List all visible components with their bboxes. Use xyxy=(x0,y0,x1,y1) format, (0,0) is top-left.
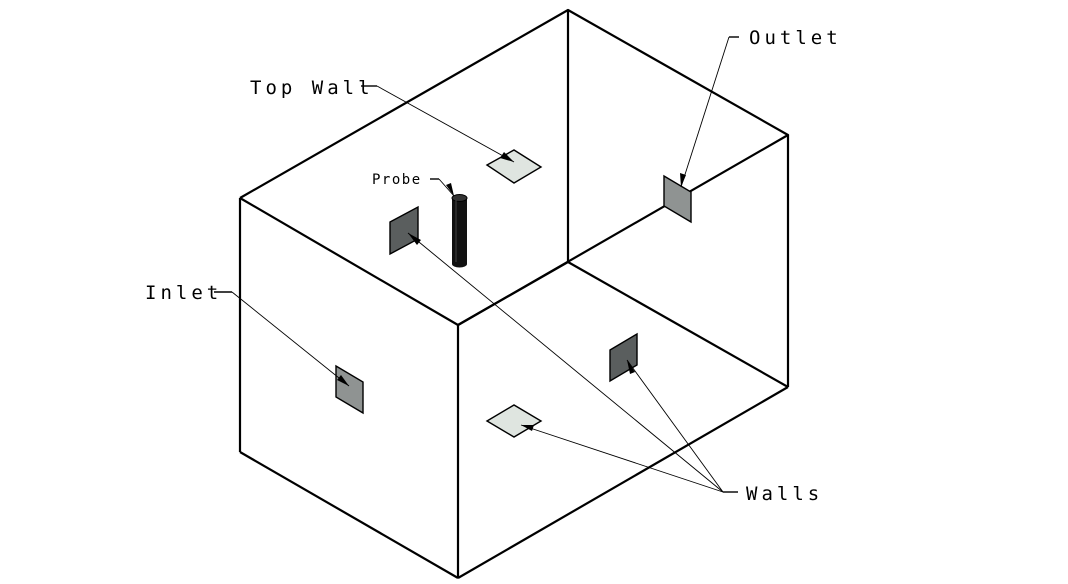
leader-lines xyxy=(214,36,739,493)
walls-arrowhead-right xyxy=(627,360,635,374)
box-edge-back-right xyxy=(567,261,789,388)
probe-leader xyxy=(438,178,455,197)
walls-label: Walls xyxy=(746,483,823,505)
probe-cylinder xyxy=(451,194,468,268)
walls-arrowhead-back xyxy=(408,233,421,245)
top-wall-leader xyxy=(376,85,515,163)
inlet-label: Inlet xyxy=(145,282,222,304)
inlet-arrowhead xyxy=(337,375,349,386)
walls-leader-back xyxy=(407,232,724,493)
box-edge-back-left xyxy=(457,261,569,326)
box-edge-bottom-right xyxy=(457,386,789,579)
walls-leader-right xyxy=(626,359,724,493)
probe-label: Probe xyxy=(372,172,422,188)
wall-panel-right xyxy=(609,332,638,383)
outlet-leader xyxy=(680,36,730,188)
top-wall-label: Top Wall xyxy=(250,77,374,99)
outlet-label: Outlet xyxy=(749,27,842,49)
walls-arrowhead-floor xyxy=(521,425,534,431)
wall-panel-floor xyxy=(485,404,543,438)
inlet-panel xyxy=(335,364,364,415)
inlet-leader xyxy=(231,291,350,387)
box-wireframe xyxy=(238,8,790,579)
box-edge-bottom-left xyxy=(239,451,459,579)
outlet-arrowhead xyxy=(680,173,686,187)
top-wall-arrowhead xyxy=(500,152,514,162)
arrowheads xyxy=(337,152,686,431)
outlet-panel xyxy=(663,174,692,224)
probe-arrowhead xyxy=(446,183,454,196)
wall-panel-back-left xyxy=(389,205,419,256)
top-wall-panel xyxy=(485,149,543,184)
walls-leader-floor xyxy=(520,424,724,493)
